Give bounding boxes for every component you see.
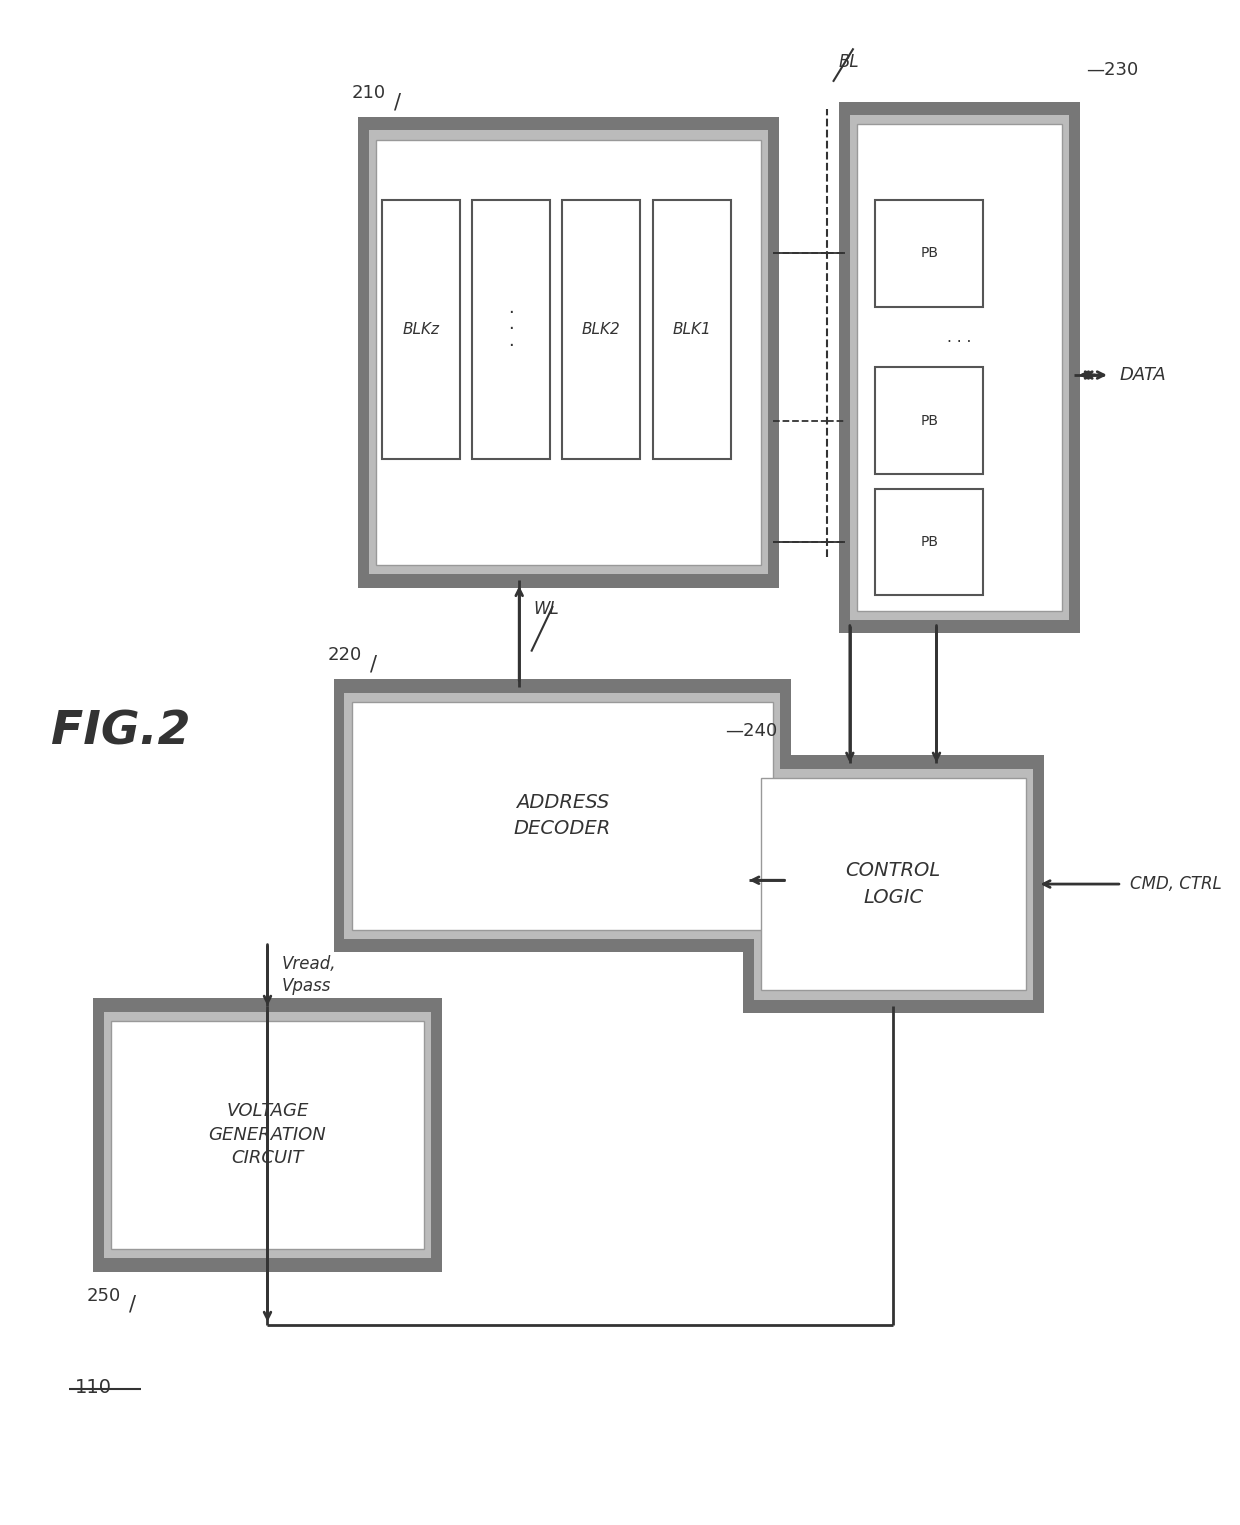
Text: BLK1: BLK1 [672,322,711,337]
Text: /: / [394,92,401,113]
Bar [839,102,1080,633]
Text: Vread,
Vpass: Vread, Vpass [281,955,336,996]
Text: 250: 250 [87,1287,122,1305]
Text: PB: PB [920,247,939,261]
Text: BLKz: BLKz [403,322,439,337]
Text: /: / [129,1295,136,1315]
Bar [376,139,761,564]
Bar [875,368,983,474]
Text: CMD, CTRL: CMD, CTRL [1130,875,1221,894]
Bar [357,117,779,587]
Bar [743,755,1044,1013]
Bar [112,1020,424,1249]
Bar [93,997,441,1272]
Bar [472,200,551,459]
Text: ADDRESS
DECODER: ADDRESS DECODER [513,793,611,839]
Bar [562,200,641,459]
Text: /: / [370,654,377,674]
Bar [368,131,768,573]
Text: BLK2: BLK2 [582,322,621,337]
Text: PB: PB [920,413,939,427]
Bar [857,125,1061,610]
Text: —240: —240 [724,721,777,740]
Text: CONTROL
LOGIC: CONTROL LOGIC [846,862,941,907]
Text: . . .: . . . [947,329,971,345]
Text: 220: 220 [327,645,362,663]
Text: PB: PB [920,535,939,549]
Text: DATA: DATA [1120,366,1166,384]
Text: WL: WL [533,601,559,618]
Text: FIG.2: FIG.2 [51,709,191,755]
Bar [875,490,983,595]
Text: 210: 210 [352,84,386,102]
Bar [104,1011,432,1258]
Bar [334,679,791,953]
Text: VOLTAGE
GENERATION
CIRCUIT: VOLTAGE GENERATION CIRCUIT [208,1103,326,1167]
Bar [754,769,1033,999]
Bar [761,778,1025,990]
Text: BL: BL [839,53,859,72]
Bar [382,200,460,459]
Text: ·
·
·: · · · [508,303,515,355]
Bar [875,200,983,307]
Bar [345,692,780,939]
Bar [352,702,773,930]
Bar [849,116,1069,619]
Text: 110: 110 [74,1379,112,1397]
Bar [652,200,730,459]
Text: —230: —230 [1086,61,1138,79]
